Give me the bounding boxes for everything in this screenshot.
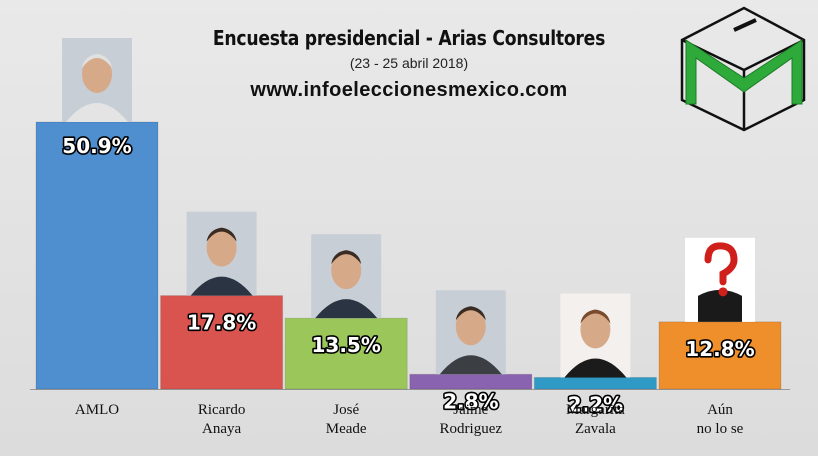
chart-title: Encuesta presidencial - Arias Consultore… (212, 26, 606, 50)
value-label-2: 13.5% (312, 333, 381, 357)
candidate-photo-2 (311, 234, 382, 319)
website-url: www.infoeleccionesmexico.com (250, 79, 568, 101)
bar-1 (160, 295, 284, 390)
category-label-3: Jaime Rodriguez (440, 402, 503, 437)
value-label-5: 12.8% (685, 337, 754, 361)
candidate-photo-4 (560, 293, 631, 378)
value-label-4: 2.2% (568, 392, 623, 416)
value-label-1: 17.8% (187, 311, 256, 335)
category-label-0: AMLO (75, 402, 119, 418)
bar-4 (533, 376, 657, 390)
candidate-photo-3 (435, 290, 506, 375)
bar-3 (409, 373, 533, 390)
value-label-3: 2.8% (443, 389, 498, 413)
category-label-5: Aún no lo se (697, 402, 744, 437)
category-label-4: Margarita Zavala (566, 402, 625, 437)
category-label-2: José Meade (326, 402, 367, 437)
category-label-1: Ricardo Anaya (198, 402, 245, 437)
bar-0 (35, 121, 159, 390)
candidate-photo-0 (62, 38, 132, 122)
candidate-photo-1 (186, 211, 257, 296)
chart-subtitle: (23 - 25 abril 2018) (349, 55, 469, 71)
value-label-0: 50.9% (62, 134, 131, 158)
question-mark-person-icon (685, 237, 755, 322)
